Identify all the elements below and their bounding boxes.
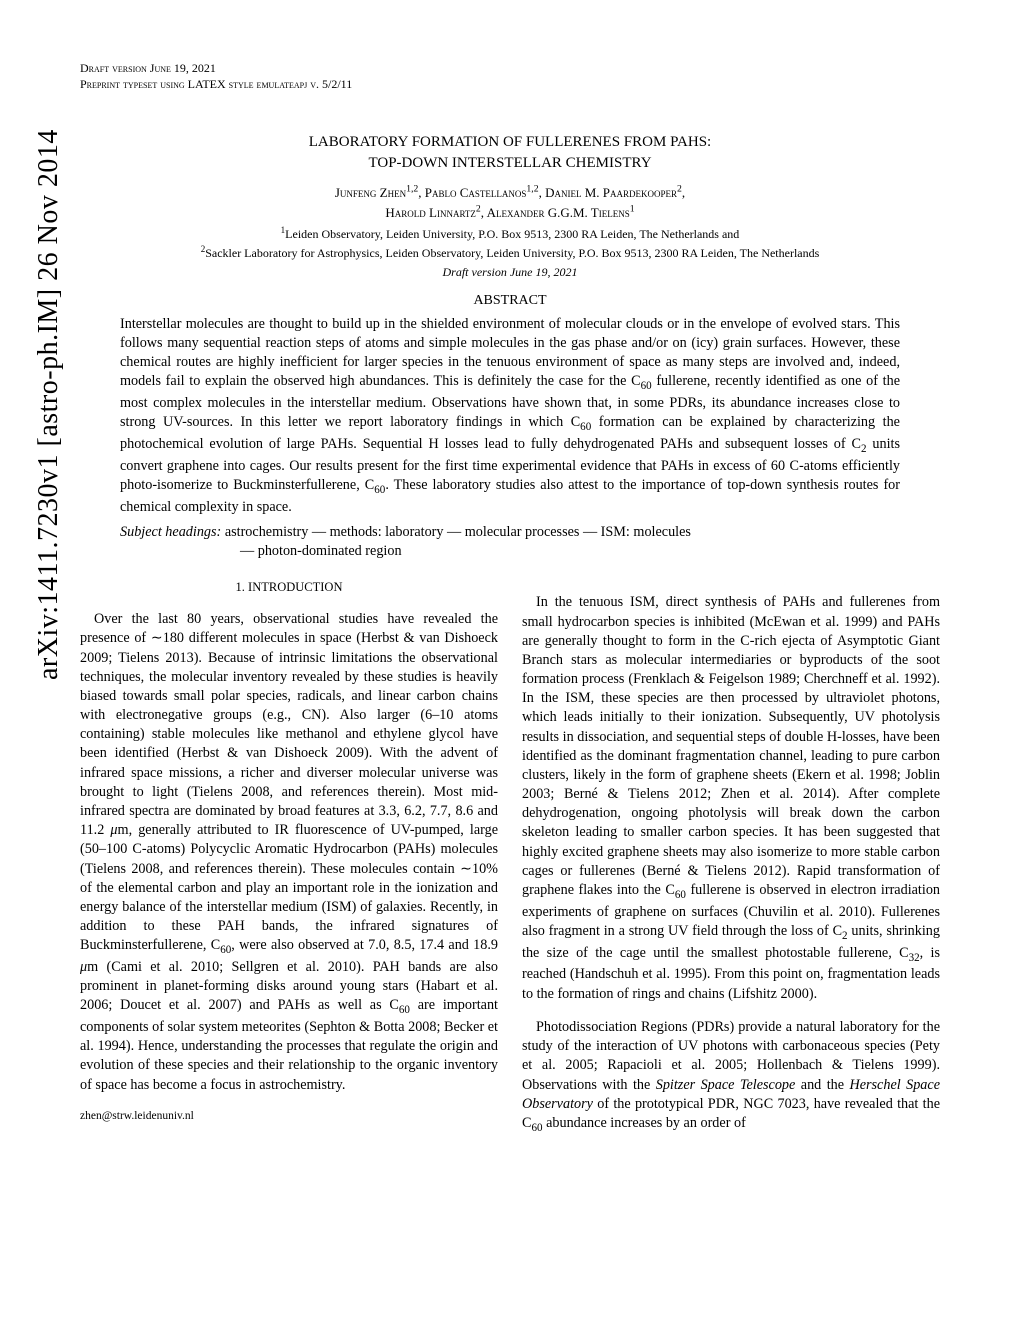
- paper-title: LABORATORY FORMATION OF FULLERENES FROM …: [80, 132, 940, 174]
- title-line-1: LABORATORY FORMATION OF FULLERENES FROM …: [309, 134, 711, 150]
- intro-paragraph-1: Over the last 80 years, observational st…: [80, 610, 498, 1095]
- section-1-heading: 1. INTRODUCTION: [80, 579, 498, 596]
- right-paragraph-2: Photodissociation Regions (PDRs) provide…: [522, 1018, 940, 1136]
- preprint-style-line: Preprint typeset using LATEX style emula…: [80, 76, 940, 92]
- affiliation-1: 1Leiden Observatory, Leiden University, …: [281, 227, 740, 241]
- authors-line-2: Harold Linnartz2, Alexander G.G.M. Tiele…: [385, 205, 634, 220]
- paper-authors: Junfeng Zhen1,2, Pablo Castellanos1,2, D…: [80, 182, 940, 222]
- abstract-body: Interstellar molecules are thought to bu…: [120, 315, 900, 517]
- subject-headings-label: Subject headings:: [120, 524, 221, 540]
- authors-line-1: Junfeng Zhen1,2, Pablo Castellanos1,2, D…: [335, 185, 685, 200]
- body-columns: 1. INTRODUCTION Over the last 80 years, …: [80, 579, 940, 1150]
- subject-headings-cont: — photon-dominated region: [120, 542, 900, 561]
- left-column: 1. INTRODUCTION Over the last 80 years, …: [80, 579, 498, 1150]
- arxiv-identifier: arXiv:1411.7230v1 [astro-ph.IM] 26 Nov 2…: [30, 129, 68, 680]
- subject-headings: Subject headings: astrochemistry — metho…: [120, 523, 900, 561]
- affiliations: 1Leiden Observatory, Leiden University, …: [80, 224, 940, 262]
- right-paragraph-1: In the tenuous ISM, direct synthesis of …: [522, 593, 940, 1003]
- affiliation-2: 2Sackler Laboratory for Astrophysics, Le…: [201, 246, 820, 260]
- draft-version-line: Draft version June 19, 2021: [80, 60, 940, 76]
- right-column: In the tenuous ISM, direct synthesis of …: [522, 579, 940, 1150]
- draft-date-center: Draft version June 19, 2021: [80, 264, 940, 280]
- corresponding-email: zhen@strw.leidenuniv.nl: [80, 1109, 498, 1125]
- abstract-heading: ABSTRACT: [80, 292, 940, 311]
- title-line-2: TOP-DOWN INTERSTELLAR CHEMISTRY: [368, 155, 651, 171]
- subject-headings-text: astrochemistry — methods: laboratory — m…: [221, 524, 691, 540]
